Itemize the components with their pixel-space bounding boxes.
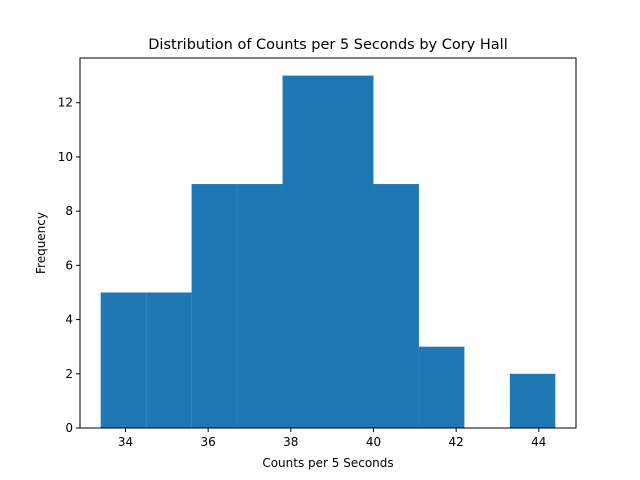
histogram-bar-3 [237, 184, 283, 428]
bars-group [100, 75, 556, 428]
y-axis-label: Frequency [34, 212, 48, 274]
y-tick-label: 6 [65, 258, 73, 272]
chart-title: Distribution of Counts per 5 Seconds by … [148, 37, 507, 53]
x-tick-label: 40 [366, 435, 381, 449]
histogram-bar-2 [191, 184, 238, 428]
x-axis-label: Counts per 5 Seconds [262, 456, 393, 470]
histogram-bar-4 [282, 75, 328, 428]
y-axis-ticks: 0 2 4 6 8 10 12 [58, 96, 80, 435]
x-tick-label: 38 [283, 435, 298, 449]
y-tick-label: 8 [65, 204, 73, 218]
histogram-bar-1 [146, 292, 192, 428]
y-tick-label: 2 [65, 367, 73, 381]
x-tick-label: 44 [531, 435, 546, 449]
y-tick-label: 12 [58, 96, 73, 110]
x-tick-label: 34 [118, 435, 133, 449]
x-tick-label: 36 [200, 435, 215, 449]
x-axis-ticks: 34 36 38 40 42 44 [118, 428, 546, 449]
histogram-bar-5 [328, 75, 374, 428]
x-tick-label: 42 [448, 435, 463, 449]
histogram-bar-7 [418, 346, 465, 428]
histogram-bar-6 [373, 184, 419, 428]
y-tick-label: 10 [58, 150, 73, 164]
histogram-bar-9 [509, 373, 556, 428]
plot-frame [79, 57, 577, 429]
histogram-bar-0 [100, 292, 147, 428]
y-tick-label: 0 [65, 421, 73, 435]
y-tick-label: 4 [65, 313, 73, 327]
